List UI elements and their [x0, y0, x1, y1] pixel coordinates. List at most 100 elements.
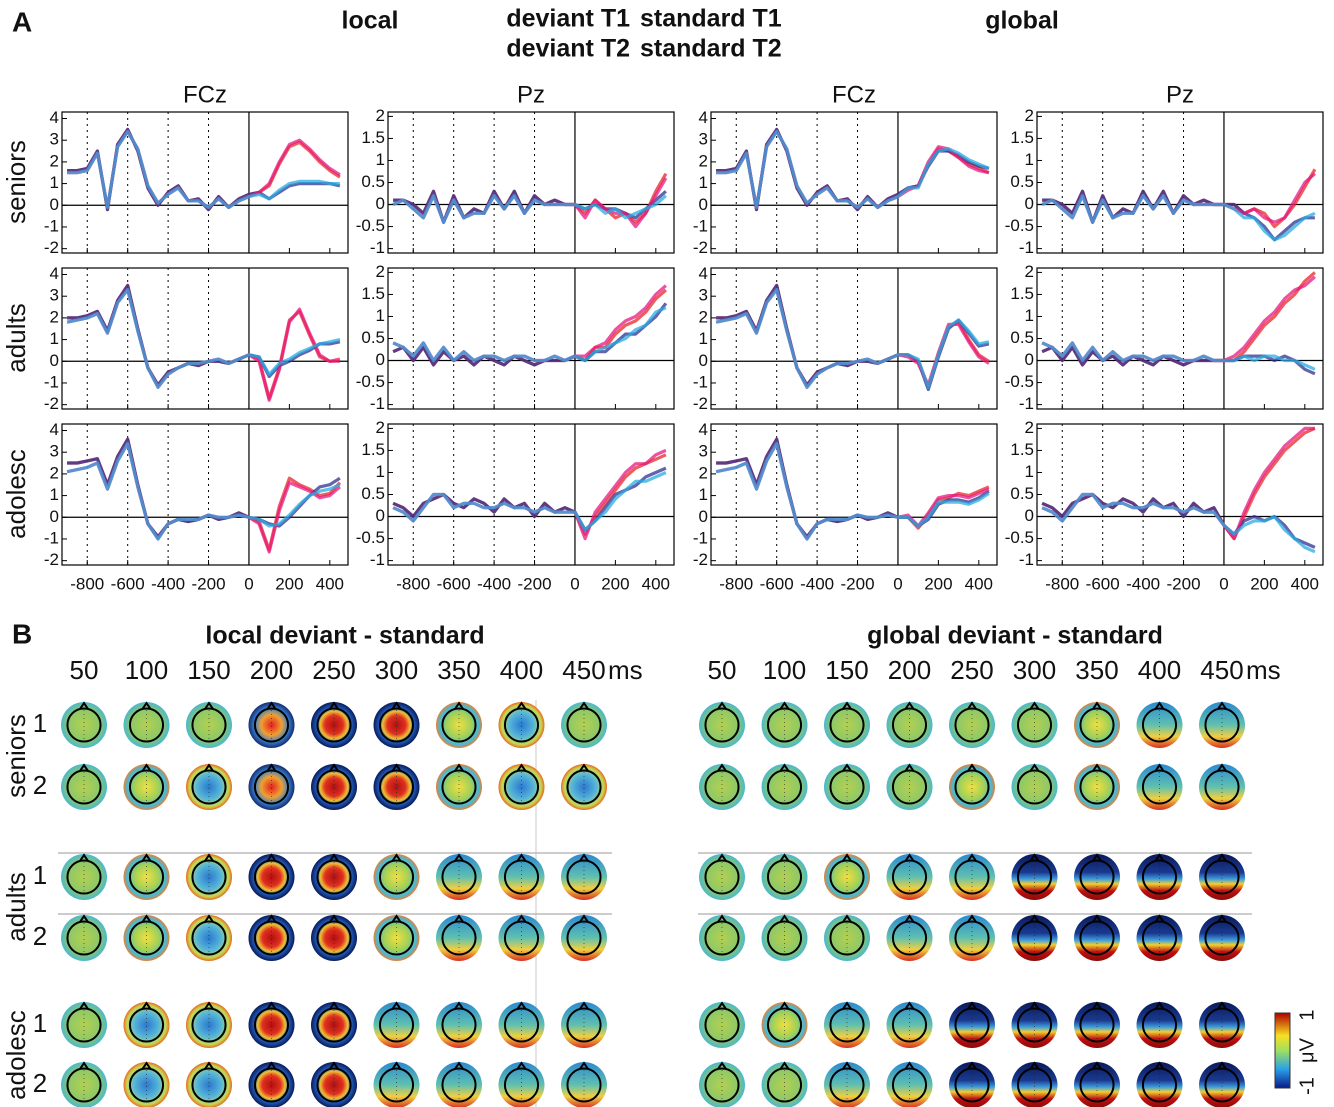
y-tick-label: 0 — [50, 351, 59, 370]
series-line — [1041, 492, 1316, 554]
head-nose — [779, 853, 790, 862]
series-line — [1041, 426, 1315, 541]
plot-frame — [387, 111, 675, 254]
head-outline — [191, 1007, 227, 1043]
head-nose — [1217, 1001, 1227, 1010]
head-outline — [66, 769, 102, 805]
x-tick-label: 0 — [244, 574, 253, 593]
head-outline — [1016, 769, 1053, 805]
head-nose — [266, 853, 277, 862]
head-outline — [1016, 707, 1053, 743]
y-tick-label: 4 — [50, 420, 59, 439]
head-nose — [1092, 853, 1102, 862]
head-nose — [904, 853, 915, 862]
head-nose — [454, 914, 464, 923]
head-nose — [967, 701, 977, 710]
head-outline — [191, 859, 227, 895]
head-outline — [891, 1067, 928, 1103]
head-nose — [904, 1061, 915, 1070]
series-line — [715, 441, 990, 541]
head-outline — [441, 1007, 477, 1043]
head-nose — [1092, 701, 1102, 710]
head-outline — [891, 859, 928, 895]
head-nose — [79, 763, 89, 772]
y-tick-label: 0 — [699, 195, 708, 214]
series-line — [1041, 341, 1316, 371]
y-tick-label: 0 — [1025, 350, 1034, 369]
y-tick-label: -2 — [693, 394, 708, 413]
head-nose — [842, 853, 852, 862]
head-outline — [1016, 920, 1053, 956]
head-outline — [954, 1067, 990, 1103]
head-outline — [1141, 1007, 1178, 1043]
y-tick-label: 0.5 — [361, 328, 385, 347]
head-nose — [266, 1061, 277, 1070]
head-nose — [1029, 1061, 1040, 1070]
head-outline — [704, 707, 740, 743]
time-label: 150 — [187, 655, 230, 685]
head-outline — [503, 1067, 540, 1103]
series-line — [1041, 492, 1316, 549]
time-label: 150 — [825, 655, 868, 685]
head-outline — [503, 769, 540, 805]
head-nose — [516, 853, 527, 862]
head-outline — [1141, 920, 1178, 956]
head-outline — [253, 920, 290, 956]
y-tick-label: 0.5 — [361, 484, 385, 503]
head-outline — [954, 859, 990, 895]
head-outline — [441, 1067, 477, 1103]
y-tick-label: -0.5 — [356, 372, 385, 391]
head-nose — [1029, 1001, 1040, 1010]
head-outline — [316, 920, 352, 956]
head-nose — [1154, 1061, 1165, 1070]
map-title: local deviant - standard — [205, 622, 484, 650]
head-outline — [441, 920, 477, 956]
time-label: 50 — [70, 655, 99, 685]
y-tick-label: -2 — [44, 550, 59, 569]
x-tick-label: 0 — [1219, 574, 1228, 593]
plot-frame — [1036, 111, 1324, 254]
head-outline — [566, 920, 602, 956]
colorbar-unit: μV — [1296, 1037, 1318, 1063]
head-nose — [454, 763, 464, 772]
head-nose — [904, 1001, 915, 1010]
head-outline — [566, 859, 602, 895]
head-outline — [316, 859, 352, 895]
head-outline — [1204, 769, 1240, 805]
head-outline — [891, 769, 928, 805]
head-outline — [378, 769, 415, 805]
head-nose — [516, 763, 527, 772]
head-nose — [717, 1061, 727, 1070]
head-outline — [316, 769, 352, 805]
plot-frame — [387, 267, 675, 410]
x-tick-label: 200 — [1250, 574, 1278, 593]
head-nose — [904, 763, 915, 772]
y-tick-label: 1 — [1025, 462, 1034, 481]
x-tick-label: -200 — [518, 574, 552, 593]
head-outline — [503, 1007, 540, 1043]
head-outline — [829, 859, 865, 895]
series-line — [392, 471, 667, 532]
head-outline — [891, 707, 928, 743]
head-nose — [579, 853, 589, 862]
head-outline — [1141, 769, 1178, 805]
head-outline — [766, 920, 803, 956]
plot-frame — [1036, 267, 1324, 410]
legend-entry: deviant T2 — [506, 35, 630, 63]
condition-label: 2 — [33, 1068, 47, 1098]
head-nose — [1154, 763, 1165, 772]
time-unit: ms — [1246, 655, 1281, 685]
chart-title: FCz — [832, 81, 876, 108]
head-nose — [1092, 1061, 1102, 1070]
head-nose — [1029, 914, 1040, 923]
head-outline — [253, 1067, 290, 1103]
y-tick-label: 1.5 — [361, 284, 385, 303]
head-nose — [967, 914, 977, 923]
y-tick-label: 3 — [699, 286, 708, 305]
head-nose — [266, 763, 277, 772]
y-tick-label: 3 — [699, 442, 708, 461]
time-label: 350 — [1075, 655, 1118, 685]
series-line — [716, 283, 990, 389]
head-nose — [1029, 701, 1040, 710]
